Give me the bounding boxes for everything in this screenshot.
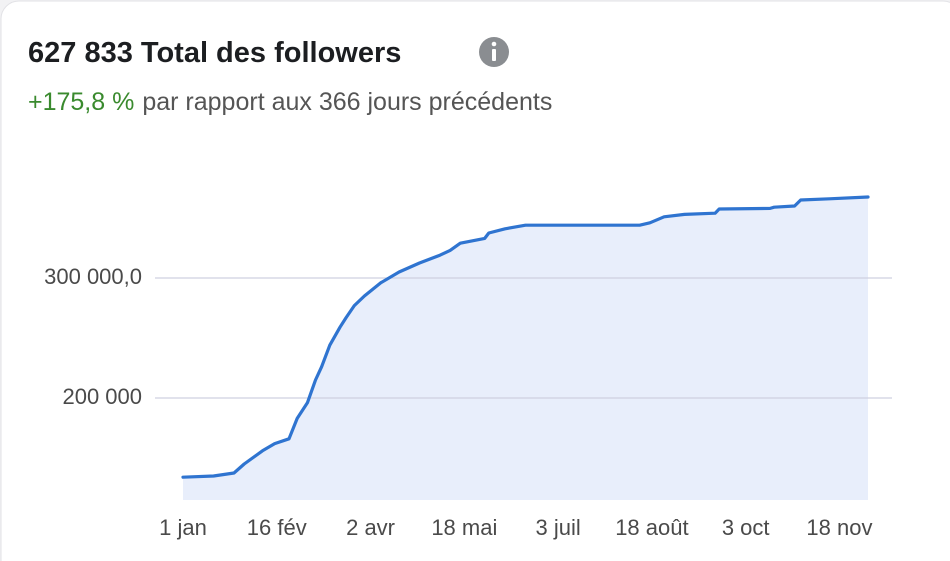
chart-title: 627 833 Total des followers <box>28 37 401 69</box>
subtitle: +175,8 % par rapport aux 366 jours précéd… <box>28 88 552 116</box>
x-tick-label: 18 mai <box>431 515 497 540</box>
info-icon[interactable] <box>479 37 509 67</box>
line <box>181 195 870 479</box>
y-tick-label: 300 000,0 <box>44 264 142 289</box>
x-tick-label: 3 oct <box>722 515 770 540</box>
subtitle-text: par rapport aux 366 jours précédents <box>142 88 552 116</box>
x-tick-label: 3 juil <box>535 515 580 540</box>
x-tick-label: 18 nov <box>806 515 872 540</box>
area-fill <box>183 197 868 500</box>
change: +175,8 % <box>28 88 134 116</box>
x-tick-label: 16 fév <box>247 515 307 540</box>
y-tick-label: 200 000 <box>62 384 142 409</box>
x-tick-label: 1 jan <box>159 515 207 540</box>
x-tick-label: 2 avr <box>346 515 395 540</box>
x-tick-label: 18 août <box>615 515 688 540</box>
